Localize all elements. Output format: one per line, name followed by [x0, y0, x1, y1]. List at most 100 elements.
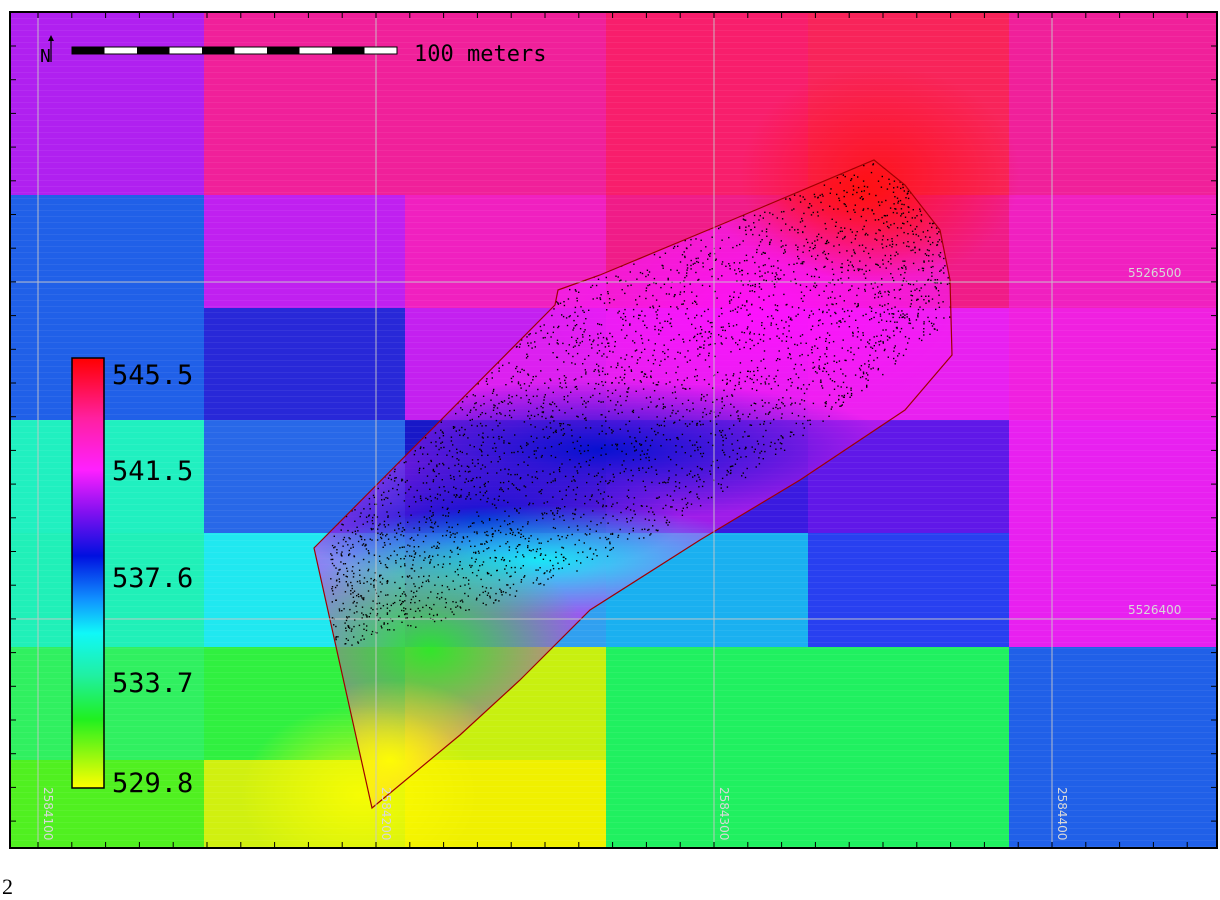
- survey-point: [365, 614, 367, 616]
- survey-point: [652, 511, 654, 513]
- survey-point: [480, 543, 482, 545]
- survey-point: [833, 208, 835, 210]
- survey-point: [841, 282, 843, 284]
- survey-point: [611, 335, 614, 338]
- survey-point: [600, 454, 602, 456]
- survey-point: [486, 548, 488, 550]
- survey-point: [563, 556, 565, 559]
- survey-point: [583, 311, 585, 313]
- survey-point: [403, 607, 405, 609]
- survey-point: [775, 323, 778, 326]
- survey-point: [660, 445, 662, 447]
- survey-point: [801, 353, 803, 356]
- survey-point: [515, 394, 518, 397]
- survey-point: [928, 295, 930, 297]
- survey-point: [894, 196, 896, 198]
- survey-point: [768, 383, 770, 385]
- survey-point: [388, 490, 390, 492]
- survey-point: [571, 435, 573, 437]
- survey-point: [583, 400, 585, 402]
- survey-point: [872, 164, 874, 166]
- survey-point: [468, 609, 470, 611]
- survey-point: [802, 434, 804, 437]
- survey-point: [675, 412, 677, 415]
- survey-point: [393, 470, 396, 473]
- survey-point: [602, 505, 604, 508]
- survey-point: [589, 499, 591, 501]
- survey-point: [574, 480, 576, 482]
- survey-point: [455, 487, 457, 490]
- survey-point: [444, 606, 447, 608]
- survey-point: [387, 524, 390, 526]
- survey-point: [390, 502, 392, 505]
- survey-point: [383, 520, 386, 523]
- survey-point: [601, 476, 603, 478]
- survey-point: [456, 452, 458, 454]
- survey-point: [465, 577, 467, 579]
- survey-point: [774, 453, 777, 455]
- survey-point: [617, 364, 619, 366]
- survey-point: [542, 514, 544, 516]
- survey-point: [757, 369, 759, 372]
- survey-point: [348, 549, 350, 552]
- survey-point: [614, 345, 616, 348]
- survey-point: [380, 607, 382, 610]
- survey-point: [498, 579, 501, 581]
- survey-point: [508, 515, 510, 517]
- survey-point: [567, 486, 570, 488]
- survey-point: [678, 419, 681, 421]
- survey-point: [822, 323, 824, 325]
- survey-point: [826, 304, 828, 306]
- survey-point: [574, 466, 576, 468]
- survey-point: [457, 574, 459, 576]
- survey-point: [342, 538, 345, 541]
- survey-point: [683, 285, 686, 288]
- survey-point: [462, 536, 464, 538]
- survey-point: [774, 276, 776, 278]
- survey-point: [856, 294, 858, 297]
- survey-point: [937, 241, 939, 243]
- survey-point: [867, 341, 869, 343]
- survey-point: [743, 260, 746, 262]
- survey-point: [901, 310, 903, 312]
- survey-point: [430, 559, 432, 561]
- survey-point: [912, 327, 914, 329]
- survey-point: [894, 208, 896, 210]
- survey-point: [425, 580, 427, 582]
- survey-point: [437, 564, 439, 566]
- survey-point: [889, 207, 892, 209]
- survey-point: [719, 247, 721, 249]
- survey-point: [919, 208, 921, 210]
- survey-point: [558, 469, 560, 471]
- survey-point: [432, 512, 434, 514]
- survey-point: [354, 619, 356, 621]
- survey-point: [647, 359, 649, 362]
- survey-point: [865, 372, 868, 374]
- survey-point: [546, 482, 549, 484]
- survey-point: [828, 415, 830, 417]
- survey-point: [452, 580, 454, 582]
- survey-point: [463, 433, 466, 435]
- survey-point: [828, 334, 831, 336]
- survey-point: [887, 308, 889, 311]
- survey-point: [754, 226, 756, 228]
- survey-point: [656, 473, 658, 475]
- survey-point: [562, 342, 564, 345]
- survey-point: [593, 370, 595, 372]
- survey-point: [517, 382, 520, 385]
- survey-point: [458, 429, 461, 431]
- survey-point: [753, 344, 755, 347]
- survey-point: [889, 337, 891, 339]
- survey-point: [359, 582, 361, 584]
- survey-point: [357, 593, 360, 595]
- survey-point: [643, 537, 645, 539]
- survey-point: [931, 272, 933, 274]
- survey-point: [579, 436, 581, 438]
- survey-point: [832, 303, 834, 306]
- survey-point: [765, 228, 768, 230]
- survey-point: [373, 586, 375, 588]
- survey-point: [459, 606, 461, 608]
- survey-point: [549, 559, 551, 562]
- survey-point: [338, 578, 340, 580]
- survey-point: [701, 469, 703, 471]
